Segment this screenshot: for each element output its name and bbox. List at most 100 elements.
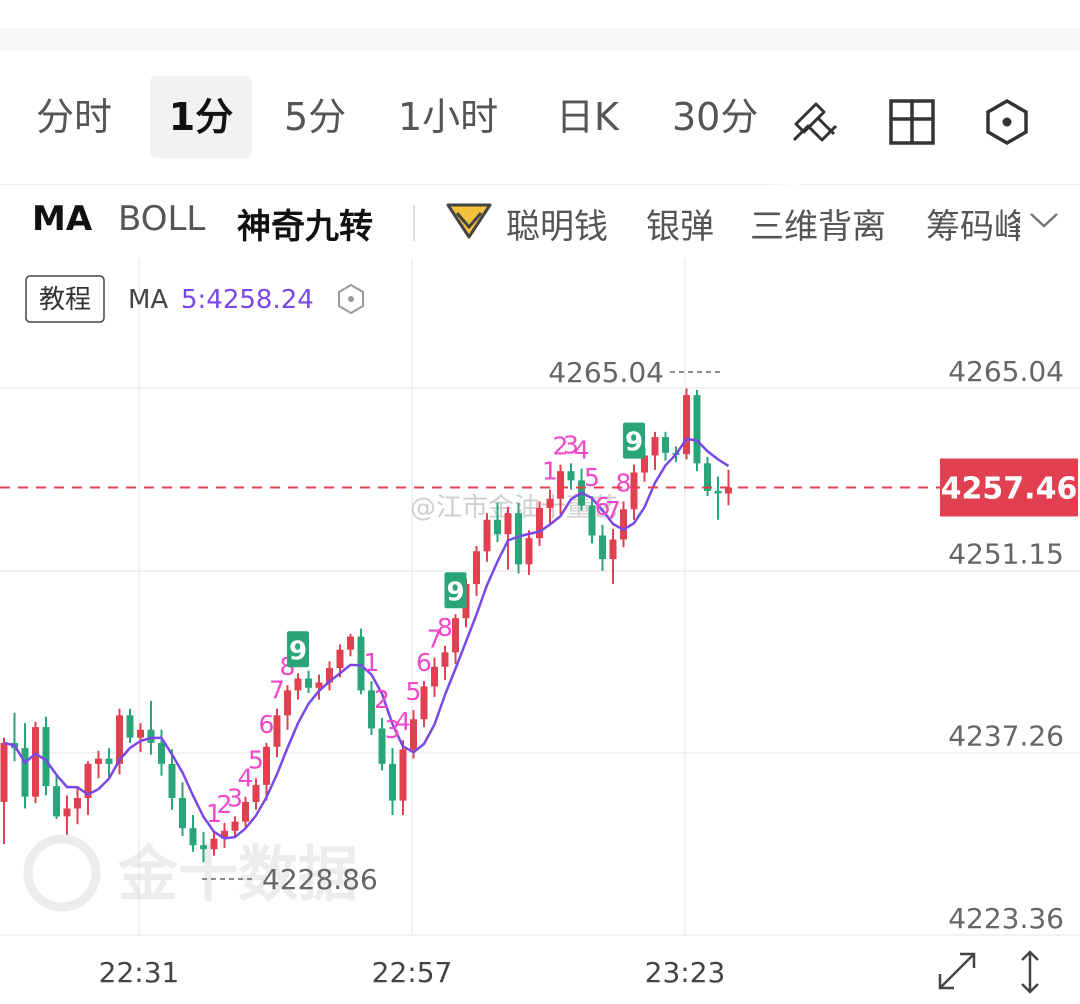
candle-body <box>200 845 207 850</box>
ma-label: MA <box>128 285 168 315</box>
candle-body <box>105 758 113 764</box>
td-count-label: 1 <box>364 648 380 677</box>
candle-body <box>63 808 71 817</box>
candle-body <box>137 729 144 738</box>
candle <box>441 645 449 680</box>
tab-1min[interactable]: 1分 <box>150 76 252 158</box>
candle-body <box>725 487 732 494</box>
candle-body <box>315 682 323 688</box>
candle-body <box>126 715 134 738</box>
candle <box>105 748 113 777</box>
tutorial-button[interactable] <box>25 275 105 323</box>
candle <box>473 546 480 596</box>
candles <box>0 388 732 863</box>
x-axis: 22:31 22:57 23:23 <box>99 956 726 989</box>
td-count-label: 2 <box>217 790 233 819</box>
candle <box>389 748 396 816</box>
candle <box>11 712 18 762</box>
tab-5min[interactable]: 5分 <box>284 95 347 139</box>
candle <box>326 661 333 691</box>
ma-settings-icon[interactable] <box>338 283 364 315</box>
td-count-label: 2 <box>553 432 569 461</box>
td-count-label: 7 <box>605 496 621 525</box>
candle-body <box>158 742 165 764</box>
td-count-label: 5 <box>406 677 422 706</box>
indicator-td9[interactable]: 神奇九转 <box>237 207 373 247</box>
candle-body <box>221 830 228 839</box>
candle-body <box>651 437 659 456</box>
td-count-label: 8 <box>437 613 453 642</box>
tutorial-label: 教程 <box>39 285 91 315</box>
candle-body <box>284 690 291 716</box>
candle <box>95 750 102 779</box>
tab-30min[interactable]: 30分 <box>672 95 759 139</box>
candle-body <box>515 513 522 565</box>
candle-body <box>714 490 722 494</box>
tab-fenshi[interactable]: 分时 <box>36 95 113 139</box>
tab-1hour[interactable]: 1小时 <box>398 95 499 139</box>
candle <box>567 463 575 490</box>
vertical-resize-icon[interactable] <box>1021 950 1039 994</box>
candle <box>683 388 690 460</box>
candle <box>189 815 197 852</box>
td9-box <box>444 572 467 609</box>
candle-body <box>347 636 354 650</box>
timeframe-tabs: 分时 1分 5分 1小时 日K 30分 <box>0 52 1080 236</box>
y-tick-label: 4251.15 <box>948 537 1064 570</box>
candle <box>704 456 711 497</box>
td9-badge: 9 <box>287 631 309 668</box>
candle-body <box>242 801 249 822</box>
draw-tool-icon[interactable] <box>788 92 848 152</box>
indicator-3d-divergence[interactable]: 三维背离 <box>750 207 886 247</box>
td-count-label: 4 <box>574 436 590 465</box>
y-tick-label: 4265.04 <box>948 355 1064 388</box>
td-count-label: 5 <box>584 463 600 492</box>
candle <box>21 723 29 809</box>
candle-body <box>494 519 501 535</box>
candle-body <box>504 513 512 535</box>
candle <box>483 513 491 562</box>
candle-body <box>53 786 60 817</box>
candle <box>263 742 270 801</box>
indicator-boll[interactable]: BOLL <box>118 199 206 239</box>
candle-body <box>399 749 407 801</box>
candle-body <box>210 838 218 850</box>
candle <box>588 496 596 544</box>
candle-body <box>410 719 417 750</box>
status-bar <box>0 0 1080 28</box>
chevron-down-icon[interactable] <box>1028 209 1060 231</box>
candle-body <box>263 746 270 785</box>
indicator-chip-peak[interactable]: 筹码峰 <box>926 207 1020 247</box>
candle <box>399 740 407 816</box>
candle <box>284 685 291 730</box>
candle <box>137 723 144 753</box>
candle-body <box>609 539 617 560</box>
layout-grid-icon[interactable] <box>882 92 942 152</box>
tabs-fade <box>760 104 800 236</box>
candle <box>347 633 354 657</box>
kline-chart[interactable]: 金十数据 @江市金油十董艺 教程 MA 5:4258.24 1234567891… <box>0 258 1080 1004</box>
candle <box>378 717 386 771</box>
candle <box>368 681 375 735</box>
indicator-ma[interactable]: MA <box>32 199 93 239</box>
td9-box <box>287 631 309 668</box>
candle <box>662 431 669 461</box>
candle <box>74 787 81 825</box>
td-count-label: 1 <box>206 799 222 828</box>
expand-icon[interactable] <box>938 952 976 990</box>
top-strip <box>0 28 1080 50</box>
candle-body <box>662 437 669 453</box>
indicator-smart-money[interactable]: 聪明钱 <box>506 207 608 247</box>
candle <box>525 530 533 575</box>
settings-hexagon-icon[interactable] <box>977 92 1037 152</box>
indicator-silver-bullet[interactable]: 银弹 <box>646 207 714 247</box>
candle <box>315 674 323 700</box>
candle-body <box>168 763 176 798</box>
candle-body <box>326 668 333 683</box>
current-price-label: 4257.46 <box>941 471 1078 506</box>
candle <box>179 782 186 837</box>
candle <box>693 389 701 472</box>
candle-body <box>273 715 281 747</box>
tab-daily-k[interactable]: 日K <box>556 95 619 139</box>
candle-body <box>473 551 480 585</box>
